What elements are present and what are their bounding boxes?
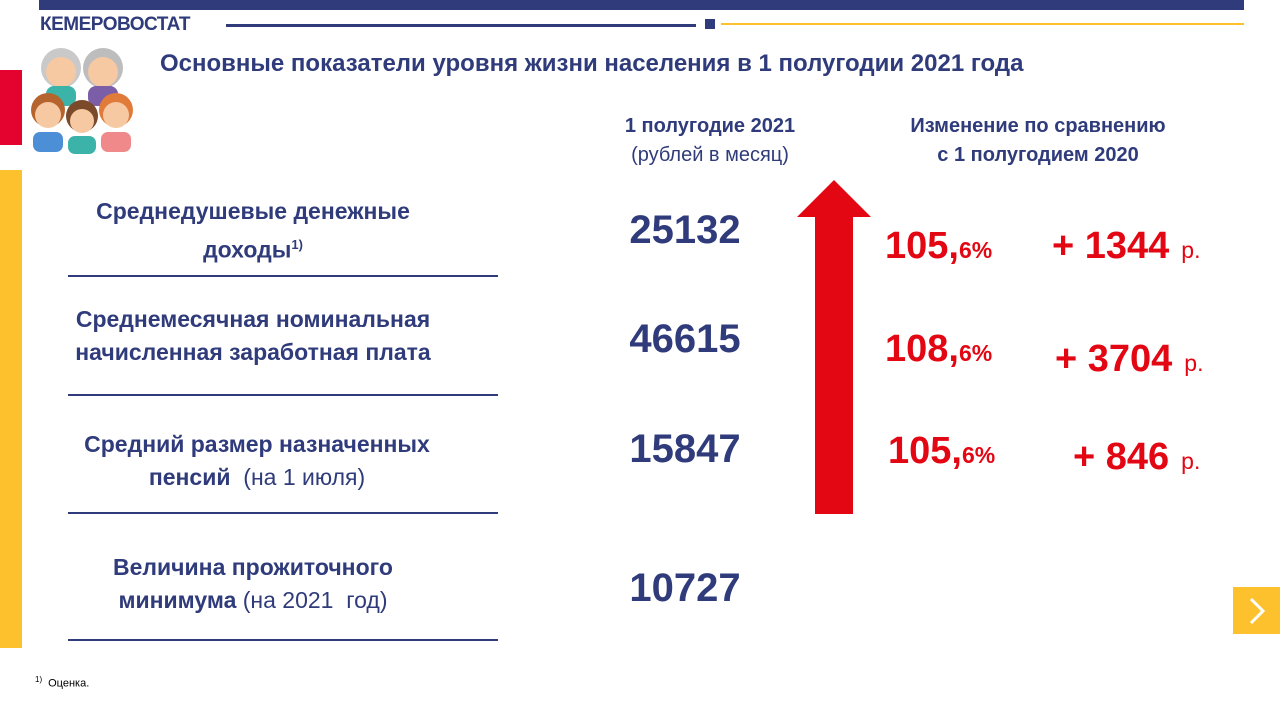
row-label-line1: Среднемесячная номинальная <box>75 306 431 332</box>
change-header-line2: с 1 полугодием 2020 <box>937 144 1139 166</box>
percent-main: 105, <box>885 225 959 267</box>
change-header-line1: Изменение по сравнению <box>910 115 1166 137</box>
row-separator <box>68 512 498 514</box>
header-divider-accent <box>721 23 1244 25</box>
row-label-line2: пенсий <box>148 464 231 490</box>
header-divider-square <box>705 19 715 29</box>
footnote: 1) Оценка. <box>35 675 89 690</box>
value-salary: 46615 <box>629 317 741 361</box>
family-people-icon <box>28 40 136 154</box>
footnote-marker: 1) <box>291 237 303 252</box>
percent-decimal: 6% <box>958 340 993 366</box>
chevron-right-icon <box>1249 597 1265 624</box>
row-label-line1: Средний размер назначенных <box>84 431 430 457</box>
percent-salary: 108,6% <box>885 328 992 371</box>
abs-change-pension: + 846 р. <box>1073 436 1200 479</box>
row-label-subsistence: Величина прожиточного минимума (на 2021 … <box>38 551 468 617</box>
footnote-marker: 1) <box>35 675 43 684</box>
currency-unit: р. <box>1184 350 1204 376</box>
percent-main: 105, <box>888 430 962 472</box>
currency-unit: р. <box>1181 448 1201 474</box>
row-label-line1: Величина прожиточного <box>113 554 393 580</box>
row-separator <box>68 275 498 277</box>
row-label-line2: минимума <box>118 587 237 613</box>
change-column-header: Изменение по сравнению с 1 полугодием 20… <box>858 112 1218 170</box>
value-pension: 15847 <box>629 427 741 471</box>
page-title: Основные показатели уровня жизни населен… <box>160 50 1024 77</box>
row-label-pension: Средний размер назначенных пенсий (на 1 … <box>42 428 472 494</box>
value-header-unit: (рублей в месяц) <box>631 144 789 166</box>
abs-change-value: + 1344 <box>1052 225 1170 267</box>
value-header-period: 1 полугодие 2021 <box>624 115 796 137</box>
abs-change-value: + 3704 <box>1055 338 1173 380</box>
left-accent-red <box>0 70 22 145</box>
value-subsistence: 10727 <box>629 566 741 610</box>
row-separator <box>68 639 498 641</box>
abs-change-salary: + 3704 р. <box>1055 338 1203 381</box>
percent-income: 105,6% <box>885 225 992 268</box>
row-label-line2: начисленная заработная плата <box>75 339 431 365</box>
row-label-income: Среднедушевые денежные доходы1) <box>38 195 468 267</box>
footnote-text: Оценка. <box>48 677 90 690</box>
header-divider-line <box>226 24 696 27</box>
percent-main: 108, <box>885 328 959 370</box>
value-income: 25132 <box>629 208 741 252</box>
row-label-line2: доходы <box>203 236 292 263</box>
row-label-line1: Среднедушевые денежные <box>96 198 410 224</box>
row-separator <box>68 394 498 396</box>
left-accent-yellow <box>0 170 22 648</box>
currency-unit: р. <box>1181 237 1201 263</box>
top-bar <box>39 0 1244 10</box>
row-label-note: (на 1 июля) <box>230 464 366 490</box>
abs-change-value: + 846 <box>1073 436 1170 478</box>
brand-name: КЕМЕРОВОСТАТ <box>40 14 191 35</box>
abs-change-income: + 1344 р. <box>1052 225 1200 268</box>
next-slide-button[interactable] <box>1233 587 1280 634</box>
row-label-salary: Среднемесячная номинальная начисленная з… <box>38 303 468 369</box>
percent-decimal: 6% <box>961 442 996 468</box>
percent-decimal: 6% <box>958 237 993 263</box>
red-up-arrow-icon <box>797 180 871 514</box>
value-column-header: 1 полугодие 2021 (рублей в месяц) <box>585 112 835 170</box>
row-label-note: (на 2021 год) <box>236 587 388 613</box>
percent-pension: 105,6% <box>888 430 995 473</box>
